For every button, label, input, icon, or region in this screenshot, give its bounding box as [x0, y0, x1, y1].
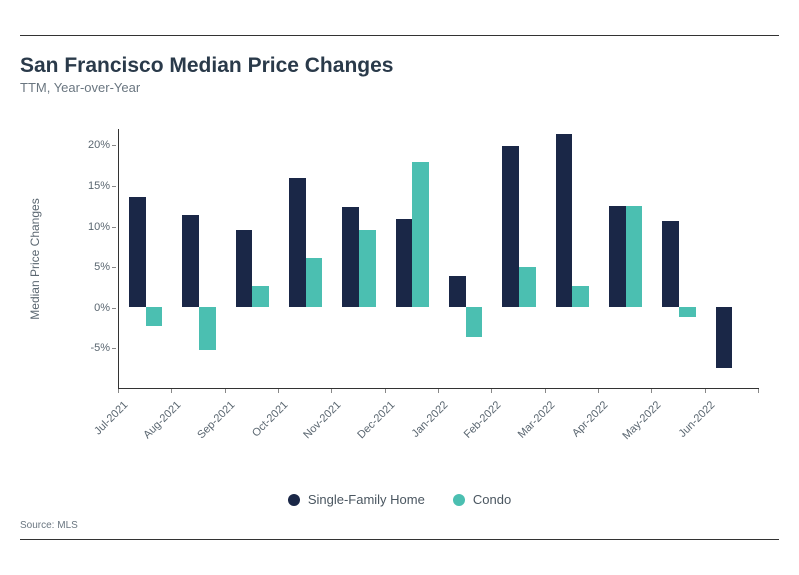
- chart-frame: San Francisco Median Price Changes TTM, …: [20, 35, 779, 540]
- legend-item: Single-Family Home: [288, 492, 425, 507]
- x-tick-label: Dec-2021: [355, 399, 397, 441]
- chart-title: San Francisco Median Price Changes: [20, 54, 779, 78]
- bar-single-family-home: [502, 146, 519, 307]
- x-tick-mark: [385, 389, 386, 393]
- bar-single-family-home: [609, 206, 626, 307]
- x-tick-mark: [278, 389, 279, 393]
- bar-single-family-home: [182, 215, 199, 307]
- bar-single-family-home: [129, 197, 146, 307]
- y-tick-label: 0%: [80, 302, 110, 314]
- bar-single-family-home: [716, 307, 733, 368]
- x-tick-mark: [118, 389, 119, 393]
- bar-condo: [146, 307, 163, 327]
- legend-item: Condo: [453, 492, 511, 507]
- bar-condo: [679, 307, 696, 317]
- chart-subtitle: TTM, Year-over-Year: [20, 80, 779, 95]
- bar-single-family-home: [289, 178, 306, 306]
- bar-single-family-home: [236, 230, 253, 307]
- x-tick-mark: [225, 389, 226, 393]
- legend-swatch: [288, 494, 300, 506]
- legend-label: Single-Family Home: [308, 492, 425, 507]
- bar-single-family-home: [449, 276, 466, 307]
- x-tick-label: Jan-2022: [410, 399, 451, 440]
- title-block: San Francisco Median Price Changes TTM, …: [20, 36, 779, 99]
- bar-condo: [252, 286, 269, 306]
- x-tick-label: Sep-2021: [195, 399, 237, 441]
- plot-area: [118, 129, 759, 389]
- bar-condo: [519, 267, 536, 307]
- bar-condo: [199, 307, 216, 350]
- legend-label: Condo: [473, 492, 511, 507]
- x-tick-mark: [705, 389, 706, 393]
- bar-condo: [306, 258, 323, 307]
- x-tick-label: May-2022: [621, 399, 664, 442]
- bar-condo: [626, 206, 643, 307]
- y-axis-label: Median Price Changes: [28, 198, 42, 319]
- bar-single-family-home: [342, 207, 359, 307]
- x-tick-label: Jun-2022: [676, 399, 717, 440]
- x-tick-label: Aug-2021: [142, 399, 184, 441]
- y-tick-label: 15%: [80, 180, 110, 192]
- x-tick-mark: [491, 389, 492, 393]
- x-tick-label: Jul-2021: [92, 399, 130, 437]
- legend: Single-Family Home Condo: [20, 492, 779, 507]
- x-tick-mark: [545, 389, 546, 393]
- x-tick-label: Feb-2022: [462, 399, 504, 441]
- bar-single-family-home: [662, 221, 679, 307]
- x-tick-mark: [331, 389, 332, 393]
- bar-single-family-home: [396, 219, 413, 307]
- x-tick-label: Apr-2022: [570, 399, 610, 439]
- source-text: Source: MLS: [20, 520, 78, 531]
- plot-wrap: Median Price Changes -5%0%5%10%15%20% Ju…: [90, 129, 759, 389]
- bar-single-family-home: [556, 134, 573, 307]
- x-tick-mark: [598, 389, 599, 393]
- bar-condo: [412, 162, 429, 307]
- x-tick-mark: [758, 389, 759, 393]
- y-tick-label: 5%: [80, 261, 110, 273]
- x-tick-mark: [171, 389, 172, 393]
- x-tick-mark: [651, 389, 652, 393]
- bar-condo: [466, 307, 483, 337]
- x-tick-label: Nov-2021: [302, 399, 344, 441]
- y-tick-label: 20%: [80, 139, 110, 151]
- bar-condo: [572, 286, 589, 307]
- y-tick-label: 10%: [80, 221, 110, 233]
- x-tick-label: Mar-2022: [515, 399, 557, 441]
- bar-condo: [359, 230, 376, 307]
- x-tick-mark: [438, 389, 439, 393]
- y-tick-label: -5%: [80, 342, 110, 354]
- x-tick-label: Oct-2021: [250, 399, 290, 439]
- legend-swatch: [453, 494, 465, 506]
